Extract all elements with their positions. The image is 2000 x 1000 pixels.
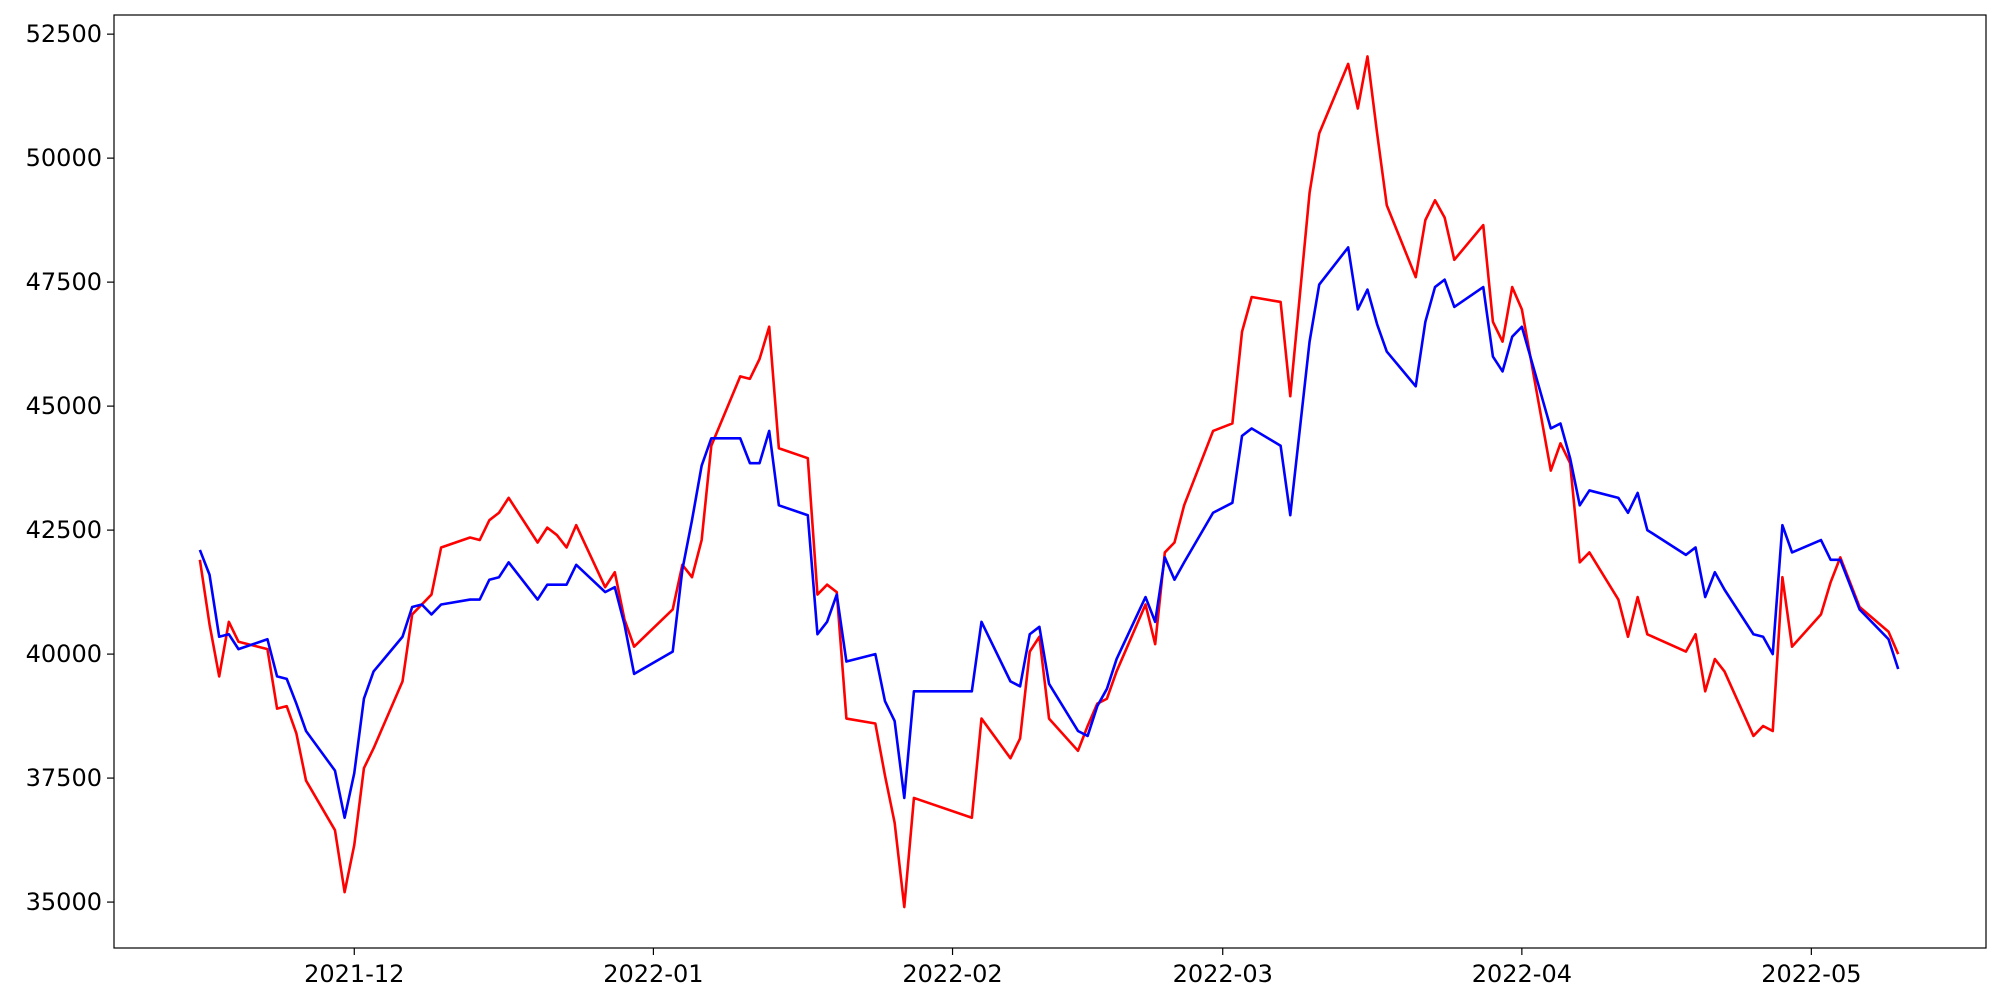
y-tick-label: 47500 bbox=[26, 268, 102, 296]
y-tick-label: 45000 bbox=[26, 392, 102, 420]
x-tick-label: 2022-04 bbox=[1472, 960, 1572, 988]
plot-frame bbox=[113, 14, 1987, 949]
x-tick-label: 2022-02 bbox=[902, 960, 1002, 988]
y-tick-label: 37500 bbox=[26, 764, 102, 792]
y-tick-label: 50000 bbox=[26, 144, 102, 172]
y-tick-label: 42500 bbox=[26, 516, 102, 544]
x-tick-label: 2022-01 bbox=[603, 960, 703, 988]
x-tick-label: 2022-05 bbox=[1761, 960, 1861, 988]
x-tick-label: 2022-03 bbox=[1173, 960, 1273, 988]
series-line bbox=[198, 246, 1900, 820]
x-tick-label: 2021-12 bbox=[304, 960, 404, 988]
y-tick-label: 40000 bbox=[26, 640, 102, 668]
y-tick-label: 35000 bbox=[26, 888, 102, 916]
y-tick-label: 52500 bbox=[26, 20, 102, 48]
series-line bbox=[198, 55, 1900, 909]
